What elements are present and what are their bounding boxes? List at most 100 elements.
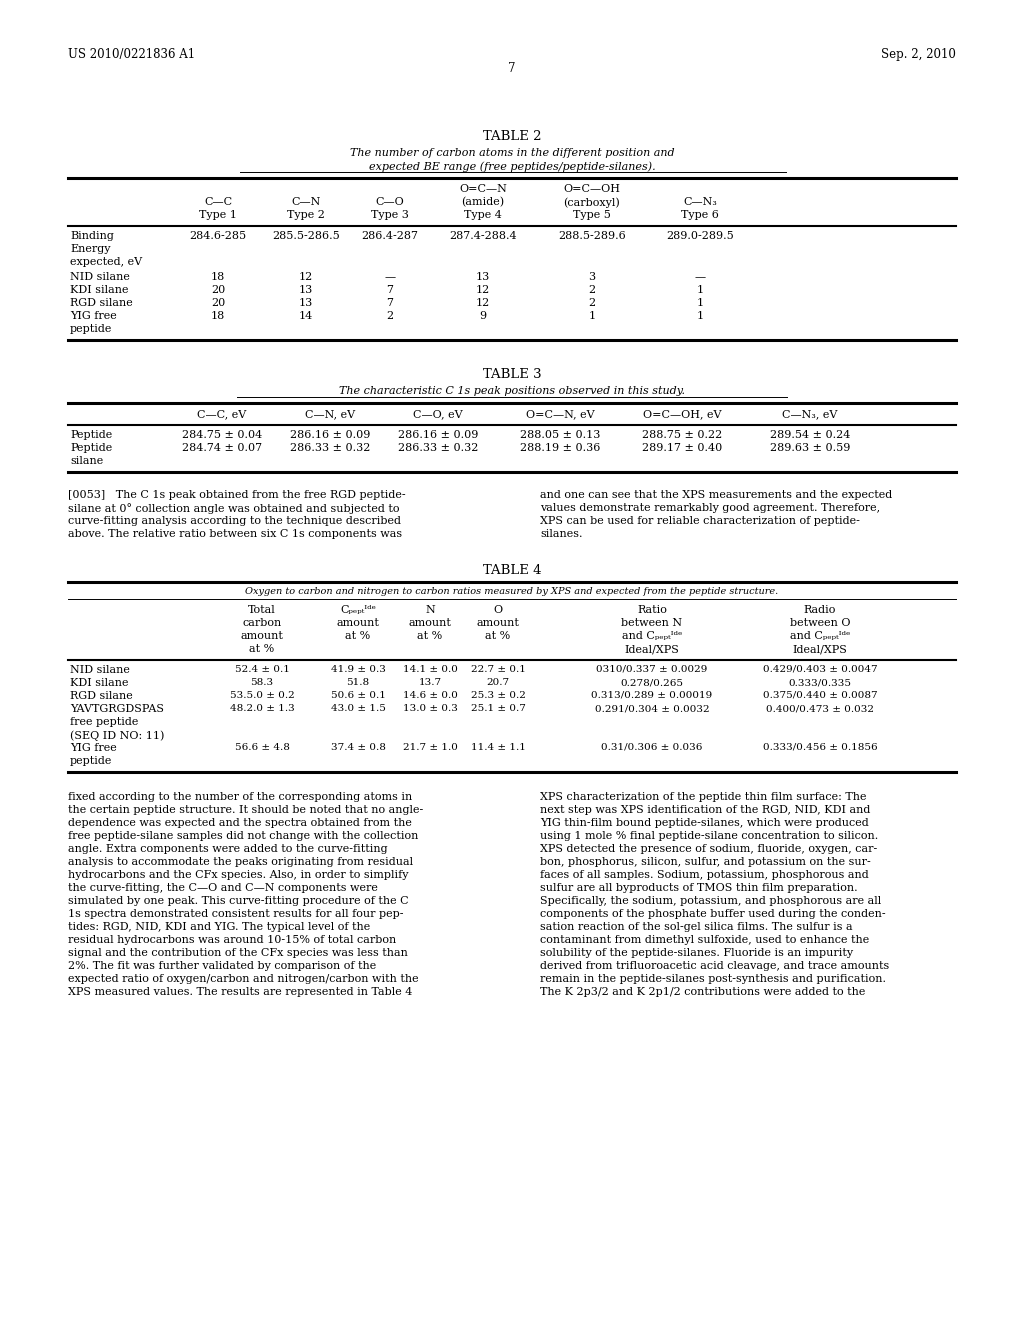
- Text: 2: 2: [386, 312, 393, 321]
- Text: 25.3 ± 0.2: 25.3 ± 0.2: [471, 690, 525, 700]
- Text: between O: between O: [790, 618, 850, 628]
- Text: O: O: [494, 605, 503, 615]
- Text: 14: 14: [299, 312, 313, 321]
- Text: (SEQ ID NO: 11): (SEQ ID NO: 11): [70, 730, 165, 741]
- Text: C—C, eV: C—C, eV: [198, 409, 247, 418]
- Text: 41.9 ± 0.3: 41.9 ± 0.3: [331, 665, 385, 675]
- Text: 0.333/0.456 ± 0.1856: 0.333/0.456 ± 0.1856: [763, 743, 878, 752]
- Text: 1s spectra demonstrated consistent results for all four pep-: 1s spectra demonstrated consistent resul…: [68, 909, 403, 919]
- Text: 2: 2: [589, 298, 596, 308]
- Text: —: —: [694, 272, 706, 282]
- Text: 286.33 ± 0.32: 286.33 ± 0.32: [397, 444, 478, 453]
- Text: O=C—OH: O=C—OH: [563, 183, 621, 194]
- Text: at %: at %: [485, 631, 511, 642]
- Text: US 2010/0221836 A1: US 2010/0221836 A1: [68, 48, 196, 61]
- Text: 289.63 ± 0.59: 289.63 ± 0.59: [770, 444, 850, 453]
- Text: 20.7: 20.7: [486, 678, 510, 686]
- Text: between N: between N: [622, 618, 683, 628]
- Text: fixed according to the number of the corresponding atoms in: fixed according to the number of the cor…: [68, 792, 413, 803]
- Text: 0.400/0.473 ± 0.032: 0.400/0.473 ± 0.032: [766, 704, 874, 713]
- Text: 20: 20: [211, 285, 225, 294]
- Text: 289.54 ± 0.24: 289.54 ± 0.24: [770, 430, 850, 440]
- Text: 37.4 ± 0.8: 37.4 ± 0.8: [331, 743, 385, 752]
- Text: 0310/0.337 ± 0.0029: 0310/0.337 ± 0.0029: [596, 665, 708, 675]
- Text: Type 4: Type 4: [464, 210, 502, 220]
- Text: peptide: peptide: [70, 323, 113, 334]
- Text: TABLE 3: TABLE 3: [482, 368, 542, 381]
- Text: 52.4 ± 0.1: 52.4 ± 0.1: [234, 665, 290, 675]
- Text: The number of carbon atoms in the different position and: The number of carbon atoms in the differ…: [349, 148, 675, 158]
- Text: 12: 12: [476, 285, 490, 294]
- Text: Type 2: Type 2: [287, 210, 325, 220]
- Text: 21.7 ± 1.0: 21.7 ± 1.0: [402, 743, 458, 752]
- Text: XPS detected the presence of sodium, fluoride, oxygen, car-: XPS detected the presence of sodium, flu…: [540, 843, 878, 854]
- Text: —: —: [384, 272, 395, 282]
- Text: 286.16 ± 0.09: 286.16 ± 0.09: [397, 430, 478, 440]
- Text: the curve-fitting, the C—O and C—N components were: the curve-fitting, the C—O and C—N compo…: [68, 883, 378, 894]
- Text: expected, eV: expected, eV: [70, 257, 142, 267]
- Text: 43.0 ± 1.5: 43.0 ± 1.5: [331, 704, 385, 713]
- Text: [0053]   The C 1s peak obtained from the free RGD peptide-: [0053] The C 1s peak obtained from the f…: [68, 490, 406, 500]
- Text: 288.05 ± 0.13: 288.05 ± 0.13: [520, 430, 600, 440]
- Text: 51.8: 51.8: [346, 678, 370, 686]
- Text: 2: 2: [589, 285, 596, 294]
- Text: YIG free: YIG free: [70, 312, 117, 321]
- Text: N: N: [425, 605, 435, 615]
- Text: 12: 12: [476, 298, 490, 308]
- Text: XPS measured values. The results are represented in Table 4: XPS measured values. The results are rep…: [68, 987, 413, 997]
- Text: 289.17 ± 0.40: 289.17 ± 0.40: [642, 444, 722, 453]
- Text: 286.33 ± 0.32: 286.33 ± 0.32: [290, 444, 371, 453]
- Text: XPS can be used for reliable characterization of peptide-: XPS can be used for reliable characteriz…: [540, 516, 860, 525]
- Text: 287.4-288.4: 287.4-288.4: [450, 231, 517, 242]
- Text: 288.5-289.6: 288.5-289.6: [558, 231, 626, 242]
- Text: 48.2.0 ± 1.3: 48.2.0 ± 1.3: [229, 704, 294, 713]
- Text: hydrocarbons and the CFx species. Also, in order to simplify: hydrocarbons and the CFx species. Also, …: [68, 870, 409, 880]
- Text: 3: 3: [589, 272, 596, 282]
- Text: RGD silane: RGD silane: [70, 690, 133, 701]
- Text: analysis to accommodate the peaks originating from residual: analysis to accommodate the peaks origin…: [68, 857, 413, 867]
- Text: 7: 7: [386, 285, 393, 294]
- Text: O=C—N: O=C—N: [459, 183, 507, 194]
- Text: 1: 1: [696, 298, 703, 308]
- Text: 284.75 ± 0.04: 284.75 ± 0.04: [182, 430, 262, 440]
- Text: Binding: Binding: [70, 231, 114, 242]
- Text: XPS characterization of the peptide thin film surface: The: XPS characterization of the peptide thin…: [540, 792, 866, 803]
- Text: Energy: Energy: [70, 244, 111, 253]
- Text: 288.75 ± 0.22: 288.75 ± 0.22: [642, 430, 722, 440]
- Text: Ideal/XPS: Ideal/XPS: [625, 644, 680, 653]
- Text: expected ratio of oxygen/carbon and nitrogen/carbon with the: expected ratio of oxygen/carbon and nitr…: [68, 974, 419, 983]
- Text: C—N₃, eV: C—N₃, eV: [782, 409, 838, 418]
- Text: (amide): (amide): [462, 197, 505, 207]
- Text: silane: silane: [70, 455, 103, 466]
- Text: expected BE range (free peptides/peptide-silanes).: expected BE range (free peptides/peptide…: [369, 161, 655, 172]
- Text: 9: 9: [479, 312, 486, 321]
- Text: amount: amount: [476, 618, 519, 628]
- Text: O=C—N, eV: O=C—N, eV: [525, 409, 594, 418]
- Text: Radio: Radio: [804, 605, 837, 615]
- Text: (carboxyl): (carboxyl): [563, 197, 621, 207]
- Text: The characteristic C 1s peak positions observed in this study.: The characteristic C 1s peak positions o…: [339, 385, 685, 396]
- Text: The K 2p3/2 and K 2p1/2 contributions were added to the: The K 2p3/2 and K 2p1/2 contributions we…: [540, 987, 865, 997]
- Text: 7: 7: [508, 62, 516, 75]
- Text: bon, phosphorus, silicon, sulfur, and potassium on the sur-: bon, phosphorus, silicon, sulfur, and po…: [540, 857, 870, 867]
- Text: TABLE 2: TABLE 2: [482, 129, 542, 143]
- Text: KDI silane: KDI silane: [70, 678, 128, 688]
- Text: sulfur are all byproducts of TMOS thin film preparation.: sulfur are all byproducts of TMOS thin f…: [540, 883, 858, 894]
- Text: and Cₚₑₚₜᴵᵈᵉ: and Cₚₑₚₜᴵᵈᵉ: [622, 631, 682, 642]
- Text: 14.6 ± 0.0: 14.6 ± 0.0: [402, 690, 458, 700]
- Text: sation reaction of the sol-gel silica films. The sulfur is a: sation reaction of the sol-gel silica fi…: [540, 921, 853, 932]
- Text: and one can see that the XPS measurements and the expected: and one can see that the XPS measurement…: [540, 490, 892, 500]
- Text: C—N, eV: C—N, eV: [305, 409, 355, 418]
- Text: Type 1: Type 1: [199, 210, 237, 220]
- Text: KDI silane: KDI silane: [70, 285, 128, 294]
- Text: 7: 7: [386, 298, 393, 308]
- Text: 12: 12: [299, 272, 313, 282]
- Text: Type 3: Type 3: [371, 210, 409, 220]
- Text: 2%. The fit was further validated by comparison of the: 2%. The fit was further validated by com…: [68, 961, 376, 972]
- Text: 13: 13: [299, 298, 313, 308]
- Text: carbon: carbon: [243, 618, 282, 628]
- Text: values demonstrate remarkably good agreement. Therefore,: values demonstrate remarkably good agree…: [540, 503, 880, 513]
- Text: using 1 mole % final peptide-silane concentration to silicon.: using 1 mole % final peptide-silane conc…: [540, 832, 879, 841]
- Text: 0.333/0.335: 0.333/0.335: [788, 678, 852, 686]
- Text: Cₚₑₚₜᴵᵈᵉ: Cₚₑₚₜᴵᵈᵉ: [340, 605, 376, 615]
